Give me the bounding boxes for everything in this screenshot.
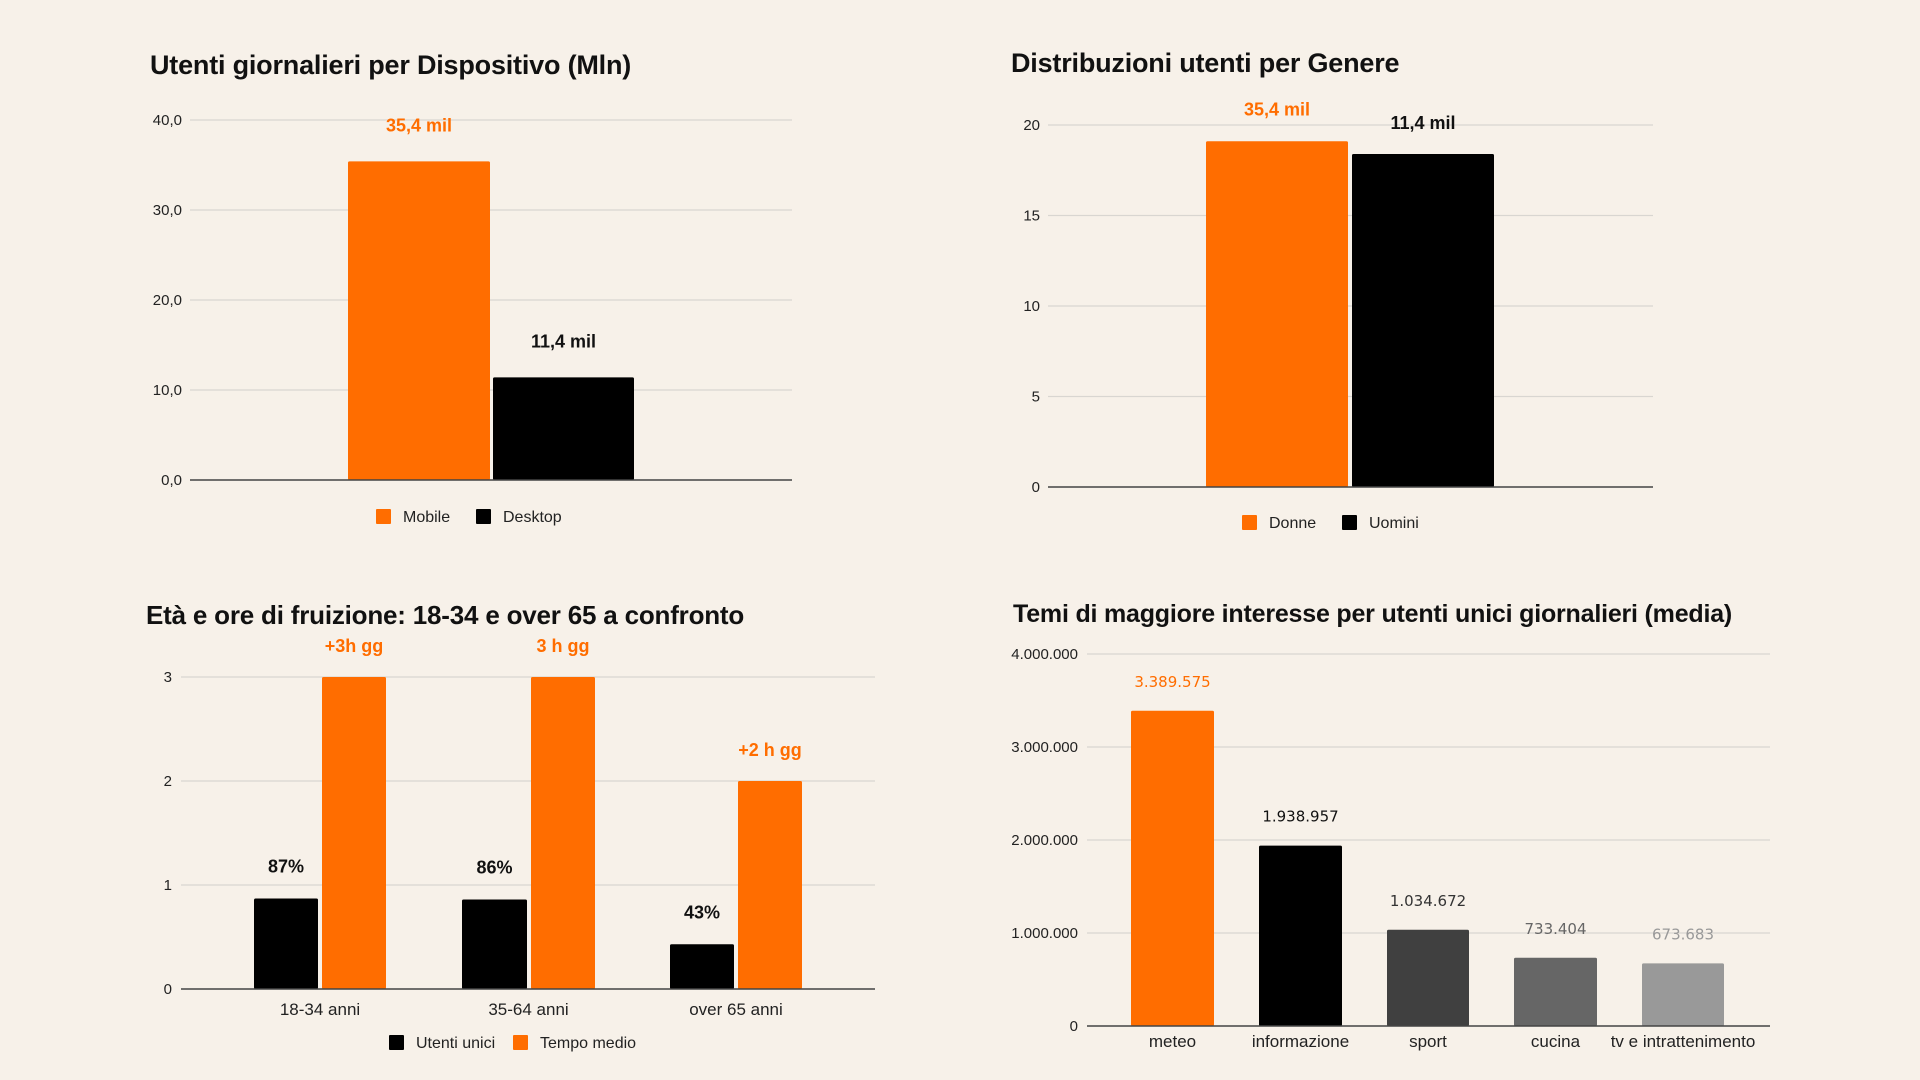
y-tick-label-gender: 10 <box>1023 298 1040 315</box>
bar-devices-desktop <box>493 377 634 480</box>
bar-age-35-64-anni <box>462 899 527 989</box>
chart-title-topics: Temi di maggiore interesse per utenti un… <box>1013 600 1733 628</box>
legend-label-desktop: Desktop <box>503 509 562 526</box>
data-label-topics: 1.034.672 <box>1390 892 1466 910</box>
data-label-age: 86% <box>476 858 512 878</box>
y-tick-label-gender: 15 <box>1023 208 1040 225</box>
y-tick-label-topics: 1.000.000 <box>1011 925 1078 942</box>
chart-title-devices: Utenti giornalieri per Dispositivo (Mln) <box>150 50 632 80</box>
data-label-topics: 733.404 <box>1524 920 1586 938</box>
category-label-topics: cucina <box>1531 1032 1581 1051</box>
y-tick-label-age: 2 <box>164 773 172 790</box>
data-label-topics: 673.683 <box>1652 925 1714 943</box>
y-tick-label-topics: 2.000.000 <box>1011 832 1078 849</box>
data-label-age: +3h gg <box>325 636 384 656</box>
y-tick-label-age: 1 <box>164 877 172 894</box>
y-tick-label-gender: 5 <box>1032 389 1040 406</box>
data-label-age: +2 h gg <box>738 740 802 760</box>
category-label-topics: meteo <box>1149 1032 1196 1051</box>
data-label-gender: 35,4 mil <box>1244 99 1310 119</box>
data-label-devices: 35,4 mil <box>386 115 452 135</box>
category-label-topics: tv e intrattenimento <box>1611 1032 1756 1051</box>
data-label-age: 87% <box>268 857 304 877</box>
category-label-age: over 65 anni <box>689 1000 783 1019</box>
legend-label-donne: Donne <box>1269 515 1316 532</box>
chart-title-age: Età e ore di fruizione: 18-34 e over 65 … <box>146 600 745 630</box>
legend-swatch-desktop <box>476 509 491 524</box>
category-label-age: 35-64 anni <box>488 1000 568 1019</box>
bar-age-35-64-anni <box>531 677 595 989</box>
legend-swatch-donne <box>1242 515 1257 530</box>
legend-swatch-utenti-unici <box>389 1035 404 1050</box>
chart-title-gender: Distribuzioni utenti per Genere <box>1011 48 1400 78</box>
bar-age-18-34-anni <box>254 898 318 989</box>
legend-label-uomini: Uomini <box>1369 515 1419 532</box>
legend-swatch-mobile <box>376 509 391 524</box>
data-label-topics: 3.389.575 <box>1134 673 1210 691</box>
y-tick-label-topics: 0 <box>1070 1018 1078 1035</box>
y-tick-label-devices: 40,0 <box>153 112 182 129</box>
bar-topics-sport <box>1387 929 1469 1026</box>
legend-swatch-uomini <box>1342 515 1357 530</box>
bar-topics-informazione <box>1259 845 1342 1026</box>
bar-gender-donne <box>1206 141 1348 488</box>
bar-age-over-65-anni <box>738 781 802 989</box>
y-tick-label-topics: 4.000.000 <box>1011 646 1078 663</box>
bar-age-18-34-anni <box>322 677 386 989</box>
bar-topics-meteo <box>1131 710 1214 1026</box>
y-tick-label-age: 0 <box>164 981 172 998</box>
data-label-age: 3 h gg <box>537 636 590 656</box>
bar-age-over-65-anni <box>670 944 734 989</box>
data-label-topics: 1.938.957 <box>1262 808 1338 826</box>
y-tick-label-devices: 0,0 <box>161 472 182 489</box>
data-label-gender: 11,4 mil <box>1390 113 1455 133</box>
legend-label-utenti-unici: Utenti unici <box>416 1035 495 1052</box>
y-tick-label-gender: 0 <box>1032 479 1040 496</box>
bar-devices-mobile <box>348 161 490 480</box>
category-label-age: 18-34 anni <box>280 1000 360 1019</box>
bar-gender-uomini <box>1352 153 1494 487</box>
y-tick-label-devices: 30,0 <box>153 202 182 219</box>
bar-topics-cucina <box>1514 957 1597 1026</box>
y-tick-label-devices: 10,0 <box>153 382 182 399</box>
bar-topics-tv-e-intrattenimento <box>1642 963 1724 1026</box>
y-tick-label-topics: 3.000.000 <box>1011 739 1078 756</box>
legend-swatch-tempo-medio <box>513 1035 528 1050</box>
category-label-topics: informazione <box>1252 1032 1349 1051</box>
data-label-age: 43% <box>684 902 720 922</box>
data-label-devices: 11,4 mil <box>531 331 596 351</box>
legend-label-tempo-medio: Tempo medio <box>540 1035 636 1052</box>
y-tick-label-devices: 20,0 <box>153 292 182 309</box>
legend-label-mobile: Mobile <box>403 509 450 526</box>
y-tick-label-age: 3 <box>164 669 172 686</box>
y-tick-label-gender: 20 <box>1023 117 1040 134</box>
category-label-topics: sport <box>1409 1032 1447 1051</box>
